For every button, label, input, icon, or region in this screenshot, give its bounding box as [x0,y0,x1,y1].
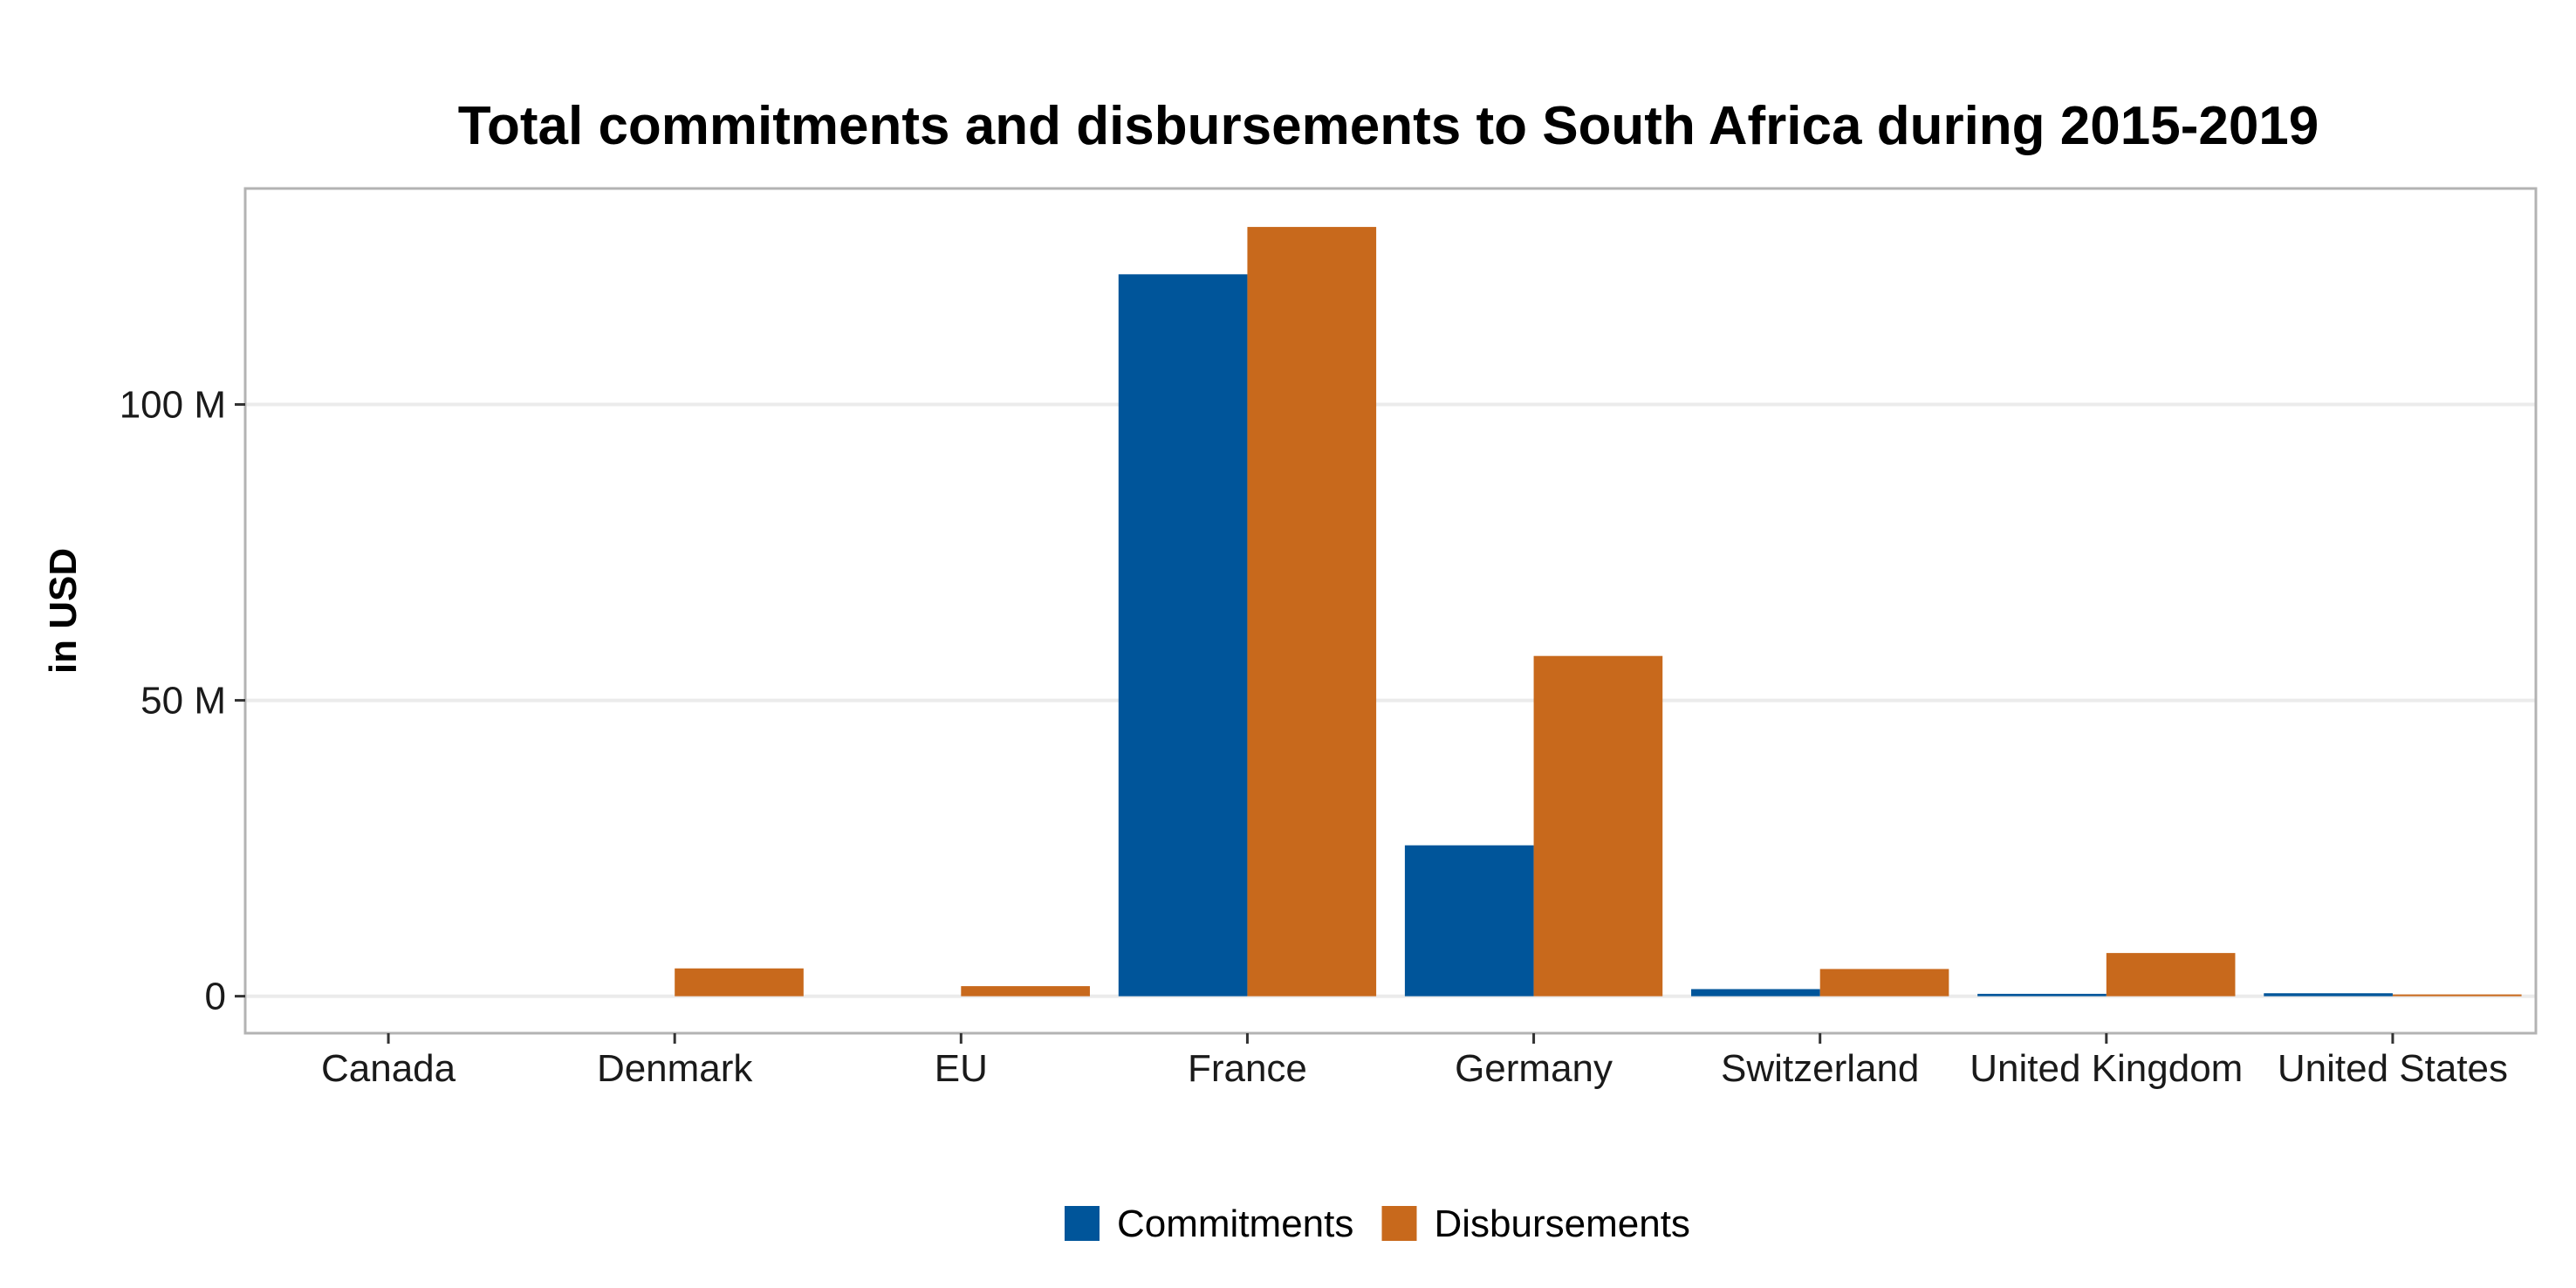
bar-commitments [1691,989,1820,997]
x-tick-label: Germany [1455,1047,1613,1090]
bar-disbursements [2106,953,2236,997]
bar-disbursements [1819,969,1949,997]
x-axis: Canada Denmark EU France Germany Switzerland U… [321,1033,2508,1090]
x-tick-label: Denmark [597,1047,753,1090]
bar-disbursements [961,986,1090,997]
bar-disbursements [1247,227,1377,997]
bar-disbursements [675,968,804,997]
bar-commitments [1977,993,2107,997]
legend: Commitments Disbursements [1065,1202,1690,1245]
x-tick-label: United Kingdom [1970,1047,2243,1090]
x-tick-label: Canada [321,1047,456,1090]
bar-disbursements [1533,655,1663,997]
legend-label-commitments: Commitments [1117,1202,1353,1245]
chart-title: Total commitments and disbursements to S… [458,96,2319,156]
x-tick-label: United States [2278,1047,2508,1090]
y-axis-label: in USD [42,548,85,674]
bars [675,227,2522,997]
x-tick-label: France [1188,1047,1307,1090]
bar-commitments [1118,274,1248,997]
legend-key-disbursements [1381,1206,1417,1241]
bar-commitments [1404,845,1534,997]
legend-label-disbursements: Disbursements [1435,1202,1690,1245]
bar-disbursements [2392,994,2522,997]
plot-panel-border [243,187,2538,1035]
x-tick-label: EU [935,1047,988,1090]
y-tick-label: 50 M [140,680,226,723]
y-axis: 0 50 M 100 M [120,384,245,1018]
bar-commitments [2264,993,2393,997]
legend-key-commitments [1065,1206,1100,1241]
y-tick-label: 100 M [120,384,226,427]
x-tick-label: Switzerland [1721,1047,1919,1090]
y-tick-label: 0 [205,976,226,1018]
